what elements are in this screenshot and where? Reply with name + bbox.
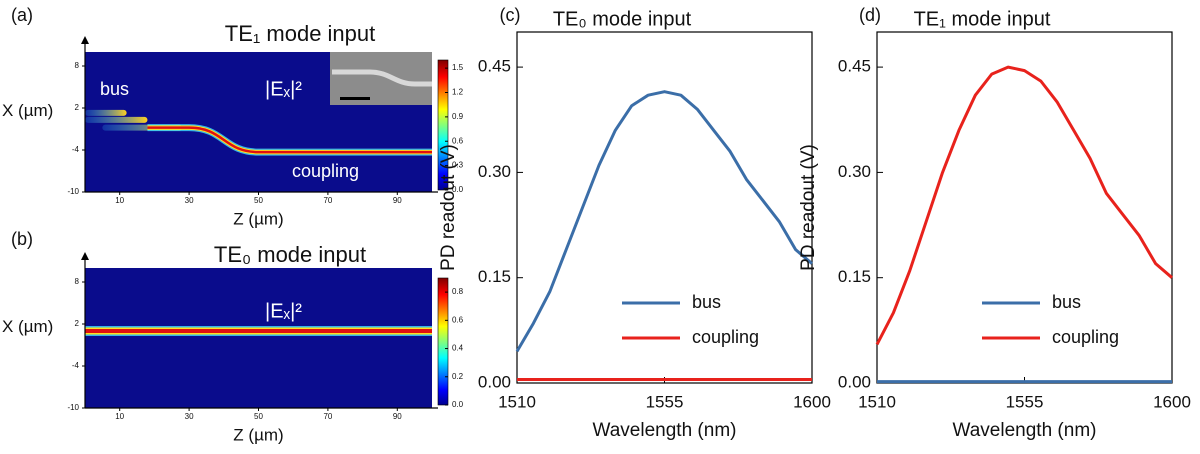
y-axis-label: PD readout (V) [798,144,819,271]
y-tick-label: 8 [75,61,80,70]
colorbar-tick-label: 0.9 [452,112,464,121]
sem-waveguide [332,69,432,87]
panel-title: TE₁ mode input [914,8,1051,30]
x-tick-label: 90 [393,196,402,205]
panel-title: TE₁ mode input [225,21,376,46]
annotation: bus [100,79,129,99]
x-tick-label: 70 [323,196,332,205]
field-label: |Eₓ|² [265,300,302,322]
panel-label: (c) [500,5,521,25]
y-arrow [81,36,89,44]
field-core [147,126,432,154]
colorbar-tick-label: 0.3 [452,161,464,170]
x-tick-label: 1510 [858,392,896,411]
y-tick-label: 0.30 [478,162,511,181]
colorbar-tick-label: 1.5 [452,63,464,72]
x-tick-label: 50 [254,412,263,421]
annotation: coupling [292,161,359,181]
y-tick-label: 2 [75,319,80,328]
y-axis-label: X (µm) [2,317,53,336]
legend-label: coupling [1052,327,1119,347]
x-tick-label: 10 [115,412,124,421]
y-tick-label: 0.15 [838,267,871,286]
field-background [85,268,432,408]
y-tick-label: -10 [67,187,79,196]
data-line [875,65,1173,346]
panel-label: (d) [859,5,881,25]
y-tick-label: 0.00 [478,372,511,391]
x-tick-label: 90 [393,412,402,421]
y-tick-label: -10 [67,403,79,412]
x-tick-label: 1600 [793,392,831,411]
colorbar-tick-label: 0.2 [452,372,464,381]
panel-label: (b) [11,229,33,249]
y-tick-label: 0.45 [478,57,511,76]
plot-frame [876,31,1173,384]
data-line [515,90,813,353]
y-tick-label: 0.30 [838,162,871,181]
panel-title: TE₀ mode input [553,8,692,30]
field-stripe [85,116,148,123]
x-tick-label: 50 [254,196,263,205]
colorbar [437,277,449,406]
y-arrow [81,252,89,260]
colorbar-tick-label: 1.2 [452,88,464,97]
field-core [85,329,432,333]
colorbar-tick-label: 0.4 [452,344,464,353]
x-axis-label: Z (µm) [233,209,283,228]
field-label: |Eₓ|² [265,78,302,100]
panel-title: TE₀ mode input [214,242,366,267]
colorbar-tick-label: 0.0 [452,400,464,409]
sem-inset [330,52,432,105]
y-axis-label: X (µm) [2,101,53,120]
x-axis-label: Wavelength (nm) [593,420,737,441]
field-stripe [85,109,127,116]
y-tick-label: 2 [75,103,80,112]
x-tick-label: 30 [185,196,194,205]
y-tick-label: 8 [75,277,80,286]
colorbar-tick-label: 0.8 [452,287,464,296]
colorbar-tick-label: 0.6 [452,136,464,145]
y-tick-label: 0.15 [478,267,511,286]
x-axis-label: Z (µm) [233,425,283,444]
x-tick-label: 1510 [498,392,536,411]
legend-label: bus [692,292,721,312]
colorbar-tick-label: 0.6 [452,315,464,324]
x-tick-label: 1555 [1006,392,1044,411]
y-tick-label: -4 [72,361,80,370]
x-tick-label: 30 [185,412,194,421]
sem-scalebar [340,97,370,100]
x-tick-label: 70 [323,412,332,421]
colorbar-tick-label: 0.0 [452,185,464,194]
x-tick-label: 1555 [646,392,684,411]
panel-label: (a) [11,5,33,25]
legend-label: bus [1052,292,1081,312]
y-tick-label: 0.45 [838,57,871,76]
x-tick-label: 1600 [1153,392,1191,411]
y-axis-label: PD readout (V) [438,144,459,271]
y-tick-label: -4 [72,145,80,154]
legend-label: coupling [692,327,759,347]
x-tick-label: 10 [115,196,124,205]
colorbar [437,59,449,191]
x-axis-label: Wavelength (nm) [953,420,1097,441]
y-tick-label: 0.00 [838,372,871,391]
